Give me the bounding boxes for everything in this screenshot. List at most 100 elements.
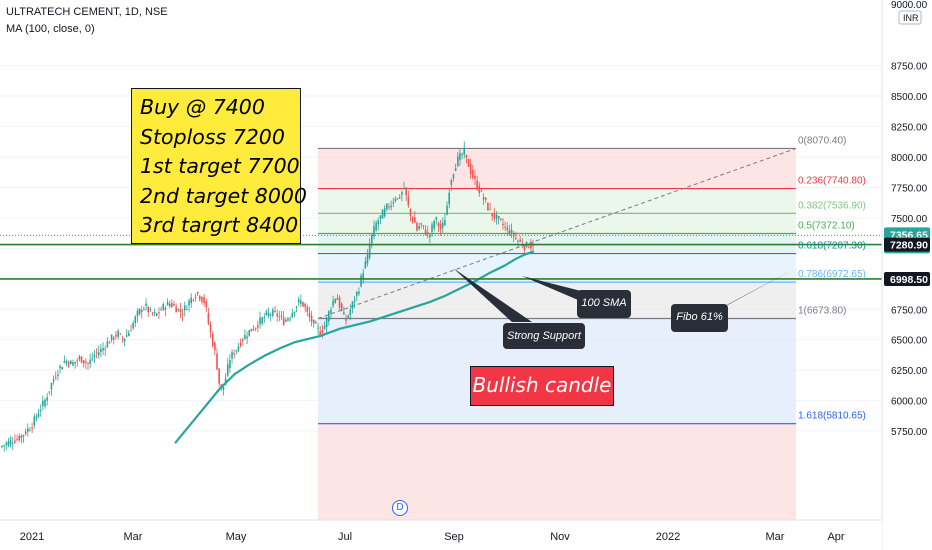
candle-body [420,223,423,225]
candle-body [304,303,306,308]
fib-zone [318,253,796,283]
candle-body [310,315,313,322]
time-tick-label: Sep [444,531,464,543]
candle-body [463,147,466,155]
candle-body [190,297,192,304]
fibo-callout[interactable]: Fibo 61% [671,304,728,332]
price-tag-value: 6998.50 [890,274,928,286]
fib-level-label: 0.236(7740.80) [798,176,866,187]
callout-pointers [453,268,796,322]
candle-body [368,243,371,259]
candle-body [158,312,160,314]
candle-body [411,217,414,222]
candle-body [493,213,496,219]
candle-body [222,386,225,391]
symbol-title[interactable]: ULTRATECH CEMENT, 1D, NSE [6,6,168,18]
candle-body [328,311,330,322]
candle-body [108,342,111,344]
candle-body [472,169,474,179]
candle-body [156,313,158,316]
fib-level-label: 0.786(6972.65) [798,269,866,280]
candle-body [166,301,169,306]
candle-body [321,330,324,333]
candle-body [233,353,235,355]
candle-body [29,430,31,432]
fibo-pointer [706,268,796,316]
candle-body [457,156,459,166]
sma-callout[interactable]: 100 SMA [577,290,631,318]
price-tick-label: 5750.00 [891,427,928,438]
candle-body [502,223,504,226]
trade-plan-line: 2nd target 8000 [140,183,307,208]
candle-body [93,355,96,357]
strong-support-callout[interactable]: Strong Support [503,323,585,349]
price-tick-label: 7500.00 [891,214,928,225]
price-tick-label: 8000.00 [891,153,928,164]
candle-body [162,303,165,310]
candle-body [336,298,339,301]
candle-body [424,229,427,235]
candle-body [467,159,470,167]
candle-body [248,330,251,336]
candle-body [291,313,294,317]
indicator-legend[interactable]: MA (100, close, 0) [6,23,95,35]
candle-body [431,224,433,232]
candle-body [102,348,104,351]
candle-body [319,331,321,336]
candle-body [469,163,472,175]
candlestick-series [1,141,534,452]
candle-body [364,261,367,269]
candle-body [302,302,304,307]
candle-body [254,327,257,329]
trade-plan-line: 1st target 7700 [140,154,300,178]
candle-body [39,410,42,412]
candle-body [18,436,20,441]
candle-body [196,292,199,294]
time-tick-label: Apr [827,531,844,543]
candle-body [312,320,315,324]
dividend-marker[interactable]: D [392,500,408,516]
candle-body [390,205,392,208]
candle-body [317,327,319,329]
candle-body [383,208,386,217]
bullish-candle-note[interactable]: Bullish candle [470,366,614,406]
candle-body [70,360,72,365]
candle-body [242,339,244,341]
candle-body [186,309,188,311]
candle-body [426,232,429,234]
candle-body [482,197,485,200]
candle-body [388,206,390,208]
candle-body [414,217,416,223]
candle-body [349,309,352,316]
candle-body [192,299,195,301]
trend-line [317,147,797,320]
candle-body [433,221,435,229]
time-tick-label: 2022 [656,531,680,543]
candle-body [347,315,349,318]
candle-body [381,209,384,219]
candle-body [211,333,214,347]
candle-body [145,303,147,307]
trade-plan-note[interactable]: Buy @ 7400 Stoploss 7200 1st target 7700… [131,88,307,244]
fib-zone [318,233,796,254]
candle-body [295,306,298,308]
fib-level-label: 0.618(7207.30) [798,241,866,252]
candle-body [27,428,29,432]
candle-body [207,312,210,324]
candle-body [371,234,373,244]
candle-body [308,312,311,317]
time-axis: 2021 Mar May Jul Sep Nov 2022 Mar Apr [0,519,882,550]
candle-body [203,297,205,304]
candle-body [132,322,134,329]
time-tick-label: Jul [338,531,352,543]
fib-level-label: 1(6673.80) [798,306,846,317]
candle-body [272,309,274,316]
candle-body [95,352,98,354]
candle-body [398,197,401,199]
price-tick-label: 8500.00 [891,92,928,103]
candle-body [510,229,513,233]
candle-body [267,312,270,317]
candle-body [110,334,113,341]
fib-trend-line [317,147,797,320]
